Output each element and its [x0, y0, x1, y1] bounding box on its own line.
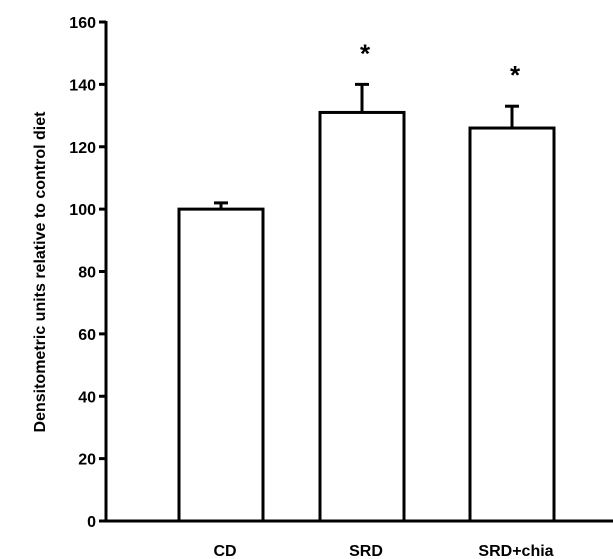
significance-star: *: [360, 38, 371, 68]
y-axis-ticks: 0 20 40 60 80 100 120 140 160: [69, 15, 106, 531]
y-tick-label: 0: [87, 514, 96, 531]
y-axis-title: Densitometric units relative to control …: [32, 111, 49, 433]
y-tick-label: 40: [78, 389, 96, 406]
y-tick-label: 60: [78, 327, 96, 344]
significance-star: *: [510, 60, 521, 90]
y-tick-label: 20: [78, 452, 96, 469]
error-bars: [214, 82, 519, 210]
x-axis-categories: CD SRD SRD+chia: [213, 543, 553, 559]
bar-srd: [318, 110, 406, 523]
bars: [177, 110, 556, 523]
y-tick-label: 100: [69, 202, 96, 219]
y-tick-label: 120: [69, 140, 96, 157]
x-category-label: SRD: [349, 543, 383, 559]
y-tick-label: 160: [69, 15, 96, 32]
bar-cd: [177, 207, 265, 523]
x-category-label: CD: [213, 543, 236, 559]
x-category-label: SRD+chia: [478, 543, 553, 559]
y-tick-label: 80: [78, 265, 96, 282]
y-tick-label: 140: [69, 77, 96, 94]
significance-annotations: **: [360, 38, 521, 90]
bar-srd-chia: [468, 126, 556, 523]
